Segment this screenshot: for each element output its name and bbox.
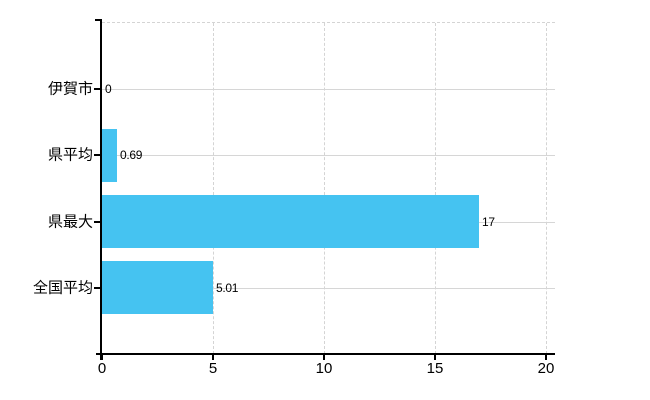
bar — [102, 129, 117, 182]
v-gridline — [324, 23, 325, 354]
y-axis-tick — [94, 287, 102, 289]
y-axis-tick — [94, 221, 102, 223]
x-axis-tick — [434, 355, 436, 360]
bar — [102, 195, 479, 248]
v-gridline — [435, 23, 436, 354]
x-axis-tick — [545, 355, 547, 360]
h-gridline — [102, 89, 555, 90]
x-tick-label: 0 — [97, 360, 107, 377]
v-gridline — [213, 23, 214, 354]
value-label: 17 — [482, 215, 495, 229]
value-label: 5.01 — [216, 281, 239, 295]
x-axis-tick — [212, 355, 214, 360]
value-label: 0.69 — [120, 148, 143, 162]
y-axis-tick — [94, 88, 102, 90]
bar — [102, 261, 213, 314]
h-gridline — [102, 155, 555, 156]
x-tick-label: 20 — [537, 360, 555, 377]
category-label: 伊賀市 — [47, 80, 93, 98]
y-axis-tick — [94, 154, 102, 156]
category-label: 県最大 — [47, 213, 93, 231]
v-gridline — [546, 23, 547, 354]
value-label: 0 — [105, 82, 112, 96]
plot-top-border — [102, 22, 555, 23]
category-label: 全国平均 — [32, 279, 93, 297]
x-axis-tick — [323, 355, 325, 360]
x-tick-label: 5 — [208, 360, 218, 377]
y-axis-end-tick — [95, 19, 102, 21]
y-axis — [100, 19, 102, 360]
x-tick-label: 10 — [315, 360, 333, 377]
x-axis — [96, 353, 555, 355]
x-tick-label: 15 — [426, 360, 444, 377]
x-axis-tick — [101, 355, 103, 360]
category-label: 県平均 — [47, 146, 93, 164]
h-gridline — [102, 288, 555, 289]
